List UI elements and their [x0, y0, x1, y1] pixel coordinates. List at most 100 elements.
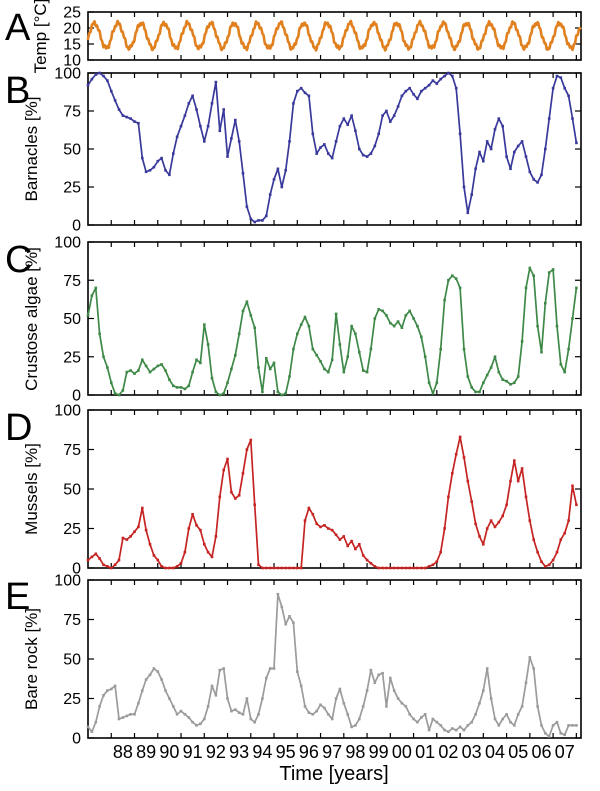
panel-letter-e: E — [5, 576, 30, 618]
marker — [210, 684, 214, 688]
marker — [365, 558, 369, 562]
marker — [195, 724, 198, 727]
marker — [377, 566, 380, 570]
marker — [172, 152, 175, 155]
marker — [346, 713, 349, 716]
x-tick-label: 04 — [485, 742, 505, 762]
marker — [369, 562, 373, 565]
y-tick-label: 100 — [54, 66, 81, 83]
marker — [431, 392, 435, 395]
marker — [195, 108, 198, 111]
marker — [454, 277, 458, 280]
marker — [342, 370, 346, 374]
marker — [547, 735, 551, 738]
marker — [323, 143, 326, 146]
marker — [292, 566, 295, 570]
marker — [555, 74, 559, 78]
marker — [249, 314, 253, 317]
marker — [478, 390, 481, 394]
marker — [462, 185, 466, 189]
marker — [303, 519, 307, 522]
marker — [501, 378, 504, 381]
marker — [265, 676, 268, 680]
marker — [427, 381, 431, 385]
marker — [106, 79, 109, 82]
marker — [125, 714, 129, 718]
marker — [206, 124, 210, 128]
marker — [117, 558, 121, 562]
marker — [175, 713, 179, 716]
marker — [489, 519, 493, 522]
marker — [257, 563, 260, 567]
marker — [179, 124, 183, 128]
marker — [234, 708, 237, 711]
marker — [338, 687, 342, 691]
marker — [462, 728, 466, 732]
panel-letter-b: B — [5, 70, 30, 112]
marker — [241, 172, 245, 175]
marker — [389, 676, 392, 680]
marker — [408, 309, 411, 313]
marker — [435, 381, 439, 385]
marker — [237, 332, 241, 336]
y-axis-label-crustose-algae: Crustose algae [%] — [22, 247, 41, 391]
marker — [497, 117, 501, 120]
marker — [172, 705, 175, 708]
marker — [203, 323, 206, 326]
marker — [303, 315, 307, 319]
panel-letter-c: C — [5, 239, 32, 281]
marker — [420, 566, 423, 570]
marker — [482, 689, 485, 692]
marker — [187, 527, 191, 530]
marker — [280, 185, 284, 189]
marker — [125, 538, 129, 541]
marker — [327, 713, 330, 716]
marker — [98, 71, 101, 75]
y-tick-label: 25 — [63, 691, 81, 708]
marker — [555, 720, 559, 724]
marker — [164, 369, 167, 372]
marker — [338, 124, 342, 128]
panel-border — [87, 72, 582, 226]
marker — [551, 86, 555, 90]
marker — [435, 720, 439, 724]
marker — [470, 386, 473, 389]
marker — [350, 539, 353, 543]
marker — [214, 80, 218, 84]
marker — [350, 114, 353, 117]
marker — [373, 565, 377, 568]
marker — [214, 390, 218, 394]
marker — [462, 347, 466, 351]
marker — [98, 557, 101, 560]
marker — [516, 375, 520, 378]
marker — [509, 167, 512, 171]
marker — [431, 79, 435, 82]
marker — [261, 566, 264, 570]
marker — [288, 375, 291, 378]
marker — [160, 678, 163, 681]
marker — [373, 144, 377, 148]
marker — [482, 159, 485, 163]
marker — [443, 74, 446, 78]
marker — [536, 324, 539, 328]
marker — [195, 524, 198, 527]
marker — [261, 219, 264, 222]
marker — [156, 558, 160, 562]
marker — [152, 554, 156, 557]
marker — [439, 724, 442, 727]
marker — [427, 565, 431, 568]
marker — [121, 536, 125, 540]
marker — [168, 566, 171, 570]
marker — [551, 268, 555, 271]
marker — [280, 566, 284, 570]
marker — [497, 520, 501, 524]
marker — [164, 689, 167, 692]
marker — [90, 555, 94, 559]
marker — [447, 495, 450, 499]
marker — [381, 309, 384, 313]
marker — [319, 360, 322, 363]
marker — [106, 565, 109, 568]
x-tick-label: 93 — [229, 742, 249, 762]
marker — [567, 94, 570, 98]
marker — [404, 314, 408, 317]
